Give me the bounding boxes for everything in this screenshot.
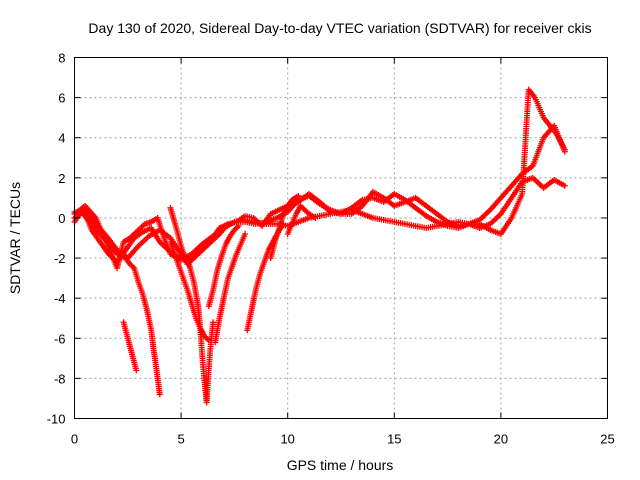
grid <box>74 57 608 419</box>
data-point-marker <box>205 337 212 344</box>
y-tick-label: -2 <box>54 251 66 266</box>
y-tick-label: 4 <box>58 131 65 146</box>
x-tick-label: 25 <box>600 432 614 447</box>
x-tick-label: 20 <box>494 432 508 447</box>
x-tick-label: 10 <box>280 432 294 447</box>
series-dip-4 <box>205 222 242 310</box>
y-tick-label: 6 <box>58 91 65 106</box>
data-point-marker <box>561 182 568 189</box>
axis-ticks: 0 5 10 15 20 25 -10 -8 -6 -4 -2 0 2 4 6 8 <box>47 51 615 447</box>
data-point-marker <box>312 214 319 221</box>
data-point-marker <box>156 391 163 398</box>
y-axis-label: SDTVAR / TECUs <box>7 182 23 294</box>
y-tick-label: 0 <box>58 211 65 226</box>
series-dip-8 <box>284 202 319 237</box>
series-dip-7 <box>267 192 302 262</box>
data-point-marker <box>133 367 140 374</box>
series-track-3 <box>71 86 568 268</box>
y-tick-label: -6 <box>54 331 66 346</box>
plot-frame <box>74 57 608 419</box>
y-tick-label: -8 <box>54 371 66 386</box>
series-dip-6 <box>244 220 287 334</box>
series-dip-5 <box>212 230 249 346</box>
data-point-marker <box>210 319 217 326</box>
series-dip-1b <box>120 319 140 374</box>
chart-title: Day 130 of 2020, Sidereal Day-to-day VTE… <box>88 20 591 36</box>
x-axis-label: GPS time / hours <box>287 457 394 473</box>
x-tick-label: 5 <box>177 432 184 447</box>
y-tick-label: 2 <box>58 171 65 186</box>
series-dip-3 <box>167 239 212 344</box>
series-track-2 <box>71 122 568 266</box>
data-markers <box>71 86 568 406</box>
series-track-1 <box>71 174 568 272</box>
y-tick-label: -4 <box>54 291 66 306</box>
data-point-marker <box>561 146 568 153</box>
series-dip-2 <box>167 204 217 406</box>
y-tick-label: -10 <box>47 412 66 427</box>
data-point-marker <box>235 222 242 229</box>
x-tick-label: 15 <box>387 432 401 447</box>
y-tick-label: 8 <box>58 51 65 66</box>
x-tick-label: 0 <box>71 432 78 447</box>
data-point-marker <box>295 192 302 199</box>
data-point-marker <box>242 230 249 237</box>
series-dip-1 <box>71 208 163 398</box>
